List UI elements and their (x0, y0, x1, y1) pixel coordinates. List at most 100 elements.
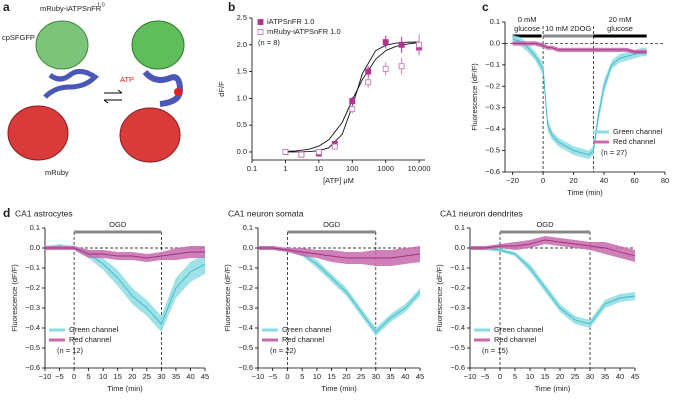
x-tick-label: 40 (186, 372, 194, 381)
x-tick-label: 10 (526, 372, 534, 381)
annotation: (n = 15) (482, 346, 509, 355)
legend-label: Green channel (69, 325, 119, 334)
marker (365, 79, 372, 86)
x-tick-label: 5 (513, 372, 517, 381)
marker (349, 106, 356, 113)
legend-label: Red channel (613, 137, 655, 146)
period-label: 20 mM (609, 15, 632, 24)
x-axis-label: Time (min) (321, 384, 357, 393)
error-band (45, 244, 205, 332)
panel-label: d (3, 206, 10, 220)
y-tick-label: 0.1 (243, 223, 253, 232)
x-tick-label: −10 (39, 372, 52, 381)
x-tick-label: 35 (172, 372, 180, 381)
x-tick-label: 10 (315, 164, 323, 173)
chart-title: CA1 neuron somata (228, 208, 304, 218)
y-tick-label: 0.0 (30, 243, 40, 252)
error-band (470, 246, 635, 328)
y-tick-label: −0.1 (450, 263, 465, 272)
y-tick-label: −0.5 (485, 146, 500, 155)
period-label: OGD (109, 220, 127, 229)
annotation: (n = 27) (601, 148, 628, 157)
period-label: OGD (323, 220, 341, 229)
x-axis-label: Time (min) (535, 384, 571, 393)
y-tick-label: −0.6 (238, 363, 253, 372)
marker (365, 68, 372, 75)
x-axis-label: Time (min) (107, 384, 143, 393)
y-tick-label: 0.0 (243, 243, 253, 252)
x-tick-label: 0 (541, 176, 545, 185)
y-tick-label: −0.5 (238, 343, 253, 352)
x-tick-label: 20 (128, 372, 136, 381)
structure-title-sup: 1.0 (97, 2, 105, 8)
x-tick-label: 30 (586, 372, 594, 381)
legend-label: Green channel (282, 325, 332, 334)
x-tick-label: 45 (416, 372, 424, 381)
y-tick-label: −0.3 (485, 103, 500, 112)
period-label: glucose (514, 24, 540, 33)
y-tick-label: −0.5 (25, 343, 40, 352)
y-tick-label: 0.1 (455, 223, 465, 232)
period-label: 10 mM 2DOG (545, 24, 591, 33)
y-tick-label: −0.4 (238, 323, 253, 332)
y-tick-label: −0.1 (25, 263, 40, 272)
y-tick-label: −0.2 (450, 283, 465, 292)
y-axis-label: Fluorescence (dF/F) (435, 264, 444, 332)
x-tick-label: −10 (464, 372, 477, 381)
x-tick-label: 25 (143, 372, 151, 381)
structure-label: mRuby (45, 168, 69, 177)
ruby-domain (119, 107, 181, 163)
y-tick-label: −0.3 (238, 303, 253, 312)
legend-swatch (257, 19, 264, 25)
x-tick-label: −10 (252, 372, 265, 381)
series-line (470, 239, 636, 257)
x-tick-label: 15 (541, 372, 549, 381)
legend-label: Red channel (69, 335, 111, 344)
error-band (512, 41, 647, 55)
x-tick-label: 40 (401, 372, 409, 381)
x-tick-label: 10,000 (408, 164, 431, 173)
x-tick-label: 100 (346, 164, 359, 173)
series-line (512, 38, 647, 156)
x-tick-label: 0 (72, 372, 76, 381)
x-tick-label: 35 (601, 372, 609, 381)
marker (398, 41, 405, 48)
legend-label: iATPSnFR 1.0 (267, 17, 314, 26)
x-tick-label: 35 (386, 372, 394, 381)
y-tick-label: −0.1 (238, 263, 253, 272)
series-line (258, 247, 421, 259)
y-tick-label: 0.0 (490, 38, 500, 47)
y-tick-label: −0.3 (450, 303, 465, 312)
y-tick-label: 1.5 (237, 67, 247, 76)
x-tick-label: 25 (571, 372, 579, 381)
x-tick-label: −5 (55, 372, 64, 381)
marker (398, 63, 405, 70)
series-line (45, 247, 205, 259)
error-band (45, 246, 205, 262)
x-tick-label: 30 (372, 372, 380, 381)
marker (282, 149, 289, 155)
y-tick-label: 2.5 (237, 13, 247, 22)
panel-label: b (228, 0, 235, 14)
linker-helix (43, 69, 99, 99)
x-tick-label: 10 (99, 372, 107, 381)
y-tick-label: 1.0 (237, 93, 247, 102)
y-axis-label: Fluorescence (dF/F) (223, 264, 232, 332)
equilibrium-arrows (103, 89, 123, 104)
annotation: (n = 12) (57, 346, 84, 355)
y-tick-label: 0.5 (237, 120, 247, 129)
x-tick-label: 30 (157, 372, 165, 381)
atp-molecule (174, 88, 182, 96)
marker (298, 151, 305, 158)
x-tick-label: −5 (268, 372, 277, 381)
period-label: 0 mM (518, 15, 537, 24)
structure-illustration: mRuby-iATPSnFR 1.0 cpSFGFP mRuby ATP (2, 2, 185, 177)
x-tick-label: 5 (300, 372, 304, 381)
x-tick-label: 10 (313, 372, 321, 381)
y-axis-label: dF/F (217, 81, 226, 97)
y-tick-label: −0.3 (25, 303, 40, 312)
y-tick-label: 0.0 (455, 243, 465, 252)
x-tick-label: −20 (506, 176, 519, 185)
y-tick-label: −0.5 (450, 343, 465, 352)
